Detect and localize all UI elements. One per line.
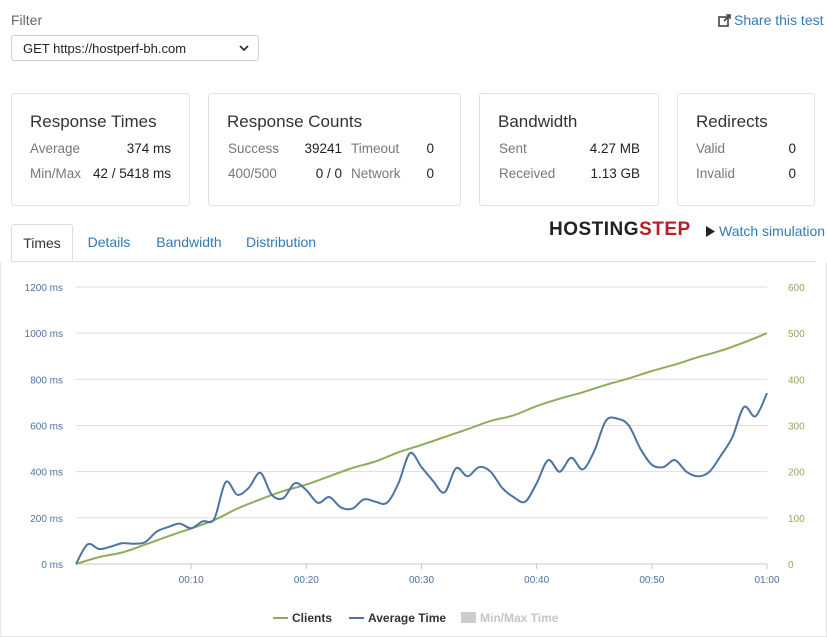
redirects-card: Redirects Valid 0 Invalid 0 xyxy=(677,93,815,206)
chart-tabs: Times Details Bandwidth Distribution xyxy=(11,224,815,262)
legend-label-average: Average Time xyxy=(368,611,447,625)
legend-item-average[interactable]: Average Time xyxy=(349,611,446,625)
y-right-tick-label: 600 xyxy=(788,283,805,294)
legend-swatch-minmax xyxy=(461,612,476,623)
x-tick-label: 00:10 xyxy=(179,575,204,586)
sent-label: Sent xyxy=(499,141,527,156)
card-title: Redirects xyxy=(696,112,768,131)
share-link[interactable]: Share this test xyxy=(718,12,824,28)
network-label: Network xyxy=(351,166,401,181)
average-value: 374 ms xyxy=(126,141,171,156)
play-icon xyxy=(706,226,715,237)
legend-label-clients: Clients xyxy=(292,611,333,625)
tab-details[interactable]: Details xyxy=(87,234,131,250)
y-right-tick-label: 400 xyxy=(788,375,805,386)
sent-value: 4.27 MB xyxy=(589,141,640,156)
x-tick-label: 00:20 xyxy=(294,575,319,586)
response-counts-card: Response Counts Success 39241 Timeout 0 … xyxy=(208,93,461,206)
timeout-label: Timeout xyxy=(351,141,400,156)
x-tick-label: 01:00 xyxy=(754,575,779,586)
y-right-tick-label: 300 xyxy=(788,422,805,433)
y-left-tick-label: 0 ms xyxy=(41,560,63,571)
minmax-label: Min/Max xyxy=(30,166,82,181)
x-tick-label: 00:30 xyxy=(409,575,434,586)
endpoint-select[interactable]: GET https://hostperf-bh.com xyxy=(11,35,259,61)
invalid-label: Invalid xyxy=(696,166,736,181)
timeout-value: 0 xyxy=(426,141,434,156)
series-line-average-time xyxy=(75,392,768,565)
x-tick-label: 00:40 xyxy=(524,575,549,586)
endpoint-select-value: GET https://hostperf-bh.com xyxy=(23,41,187,56)
brand-part1: HOSTING xyxy=(549,219,640,240)
y-right-tick-label: 200 xyxy=(788,468,805,479)
filter-label: Filter xyxy=(11,12,43,28)
y-left-tick-label: 1200 ms xyxy=(25,283,63,294)
brand-logo: HOSTINGSTEP xyxy=(549,219,691,241)
card-title: Response Times xyxy=(30,112,157,131)
series-line-clients xyxy=(75,332,768,565)
y-left-tick-label: 1000 ms xyxy=(25,329,63,340)
y-right-tick-label: 0 xyxy=(788,560,794,571)
card-title: Response Counts xyxy=(227,112,363,131)
y-left-tick-label: 600 ms xyxy=(30,422,63,433)
brand-part2: STEP xyxy=(639,219,691,240)
invalid-value: 0 xyxy=(788,166,796,181)
errors-label: 400/500 xyxy=(228,166,277,181)
network-value: 0 xyxy=(426,166,434,181)
y-left-tick-label: 200 ms xyxy=(30,514,63,525)
y-left-tick-label: 400 ms xyxy=(30,468,63,479)
errors-value: 0 / 0 xyxy=(315,166,342,181)
chevron-down-icon xyxy=(239,45,249,52)
watch-simulation-link[interactable]: Watch simulation xyxy=(705,223,825,239)
success-value: 39241 xyxy=(304,141,342,156)
x-tick-label: 00:50 xyxy=(639,575,664,586)
valid-value: 0 xyxy=(788,141,796,156)
card-title: Bandwidth xyxy=(498,112,578,131)
legend-item-clients[interactable]: Clients xyxy=(273,611,332,625)
legend-item-minmax[interactable]: Min/Max Time xyxy=(461,611,558,625)
valid-label: Valid xyxy=(696,141,726,156)
bandwidth-card: Bandwidth Sent 4.27 MB Received 1.13 GB xyxy=(479,93,659,206)
response-time-chart: 0 ms 200 ms 400 ms 600 ms 800 ms 1000 ms 1200 … xyxy=(25,283,805,586)
legend-swatch-average xyxy=(349,617,364,619)
tab-times[interactable]: Times xyxy=(11,224,73,261)
legend-swatch-clients xyxy=(273,617,288,619)
y-right-tick-label: 500 xyxy=(788,329,805,340)
y-left-tick-label: 800 ms xyxy=(30,375,63,386)
minmax-value: 42 / 5418 ms xyxy=(92,166,171,181)
y-right-tick-label: 100 xyxy=(788,514,805,525)
average-label: Average xyxy=(30,141,81,156)
success-label: Success xyxy=(228,141,280,156)
legend-label-minmax: Min/Max Time xyxy=(480,611,559,625)
received-value: 1.13 GB xyxy=(590,166,640,181)
response-times-card: Response Times Average 374 ms Min/Max 42… xyxy=(11,93,190,206)
watch-label: Watch simulation xyxy=(719,223,826,239)
share-label: Share this test xyxy=(734,12,824,28)
tab-bandwidth[interactable]: Bandwidth xyxy=(156,234,222,250)
received-label: Received xyxy=(499,166,556,181)
tab-distribution[interactable]: Distribution xyxy=(245,234,317,250)
share-external-icon xyxy=(718,14,731,27)
